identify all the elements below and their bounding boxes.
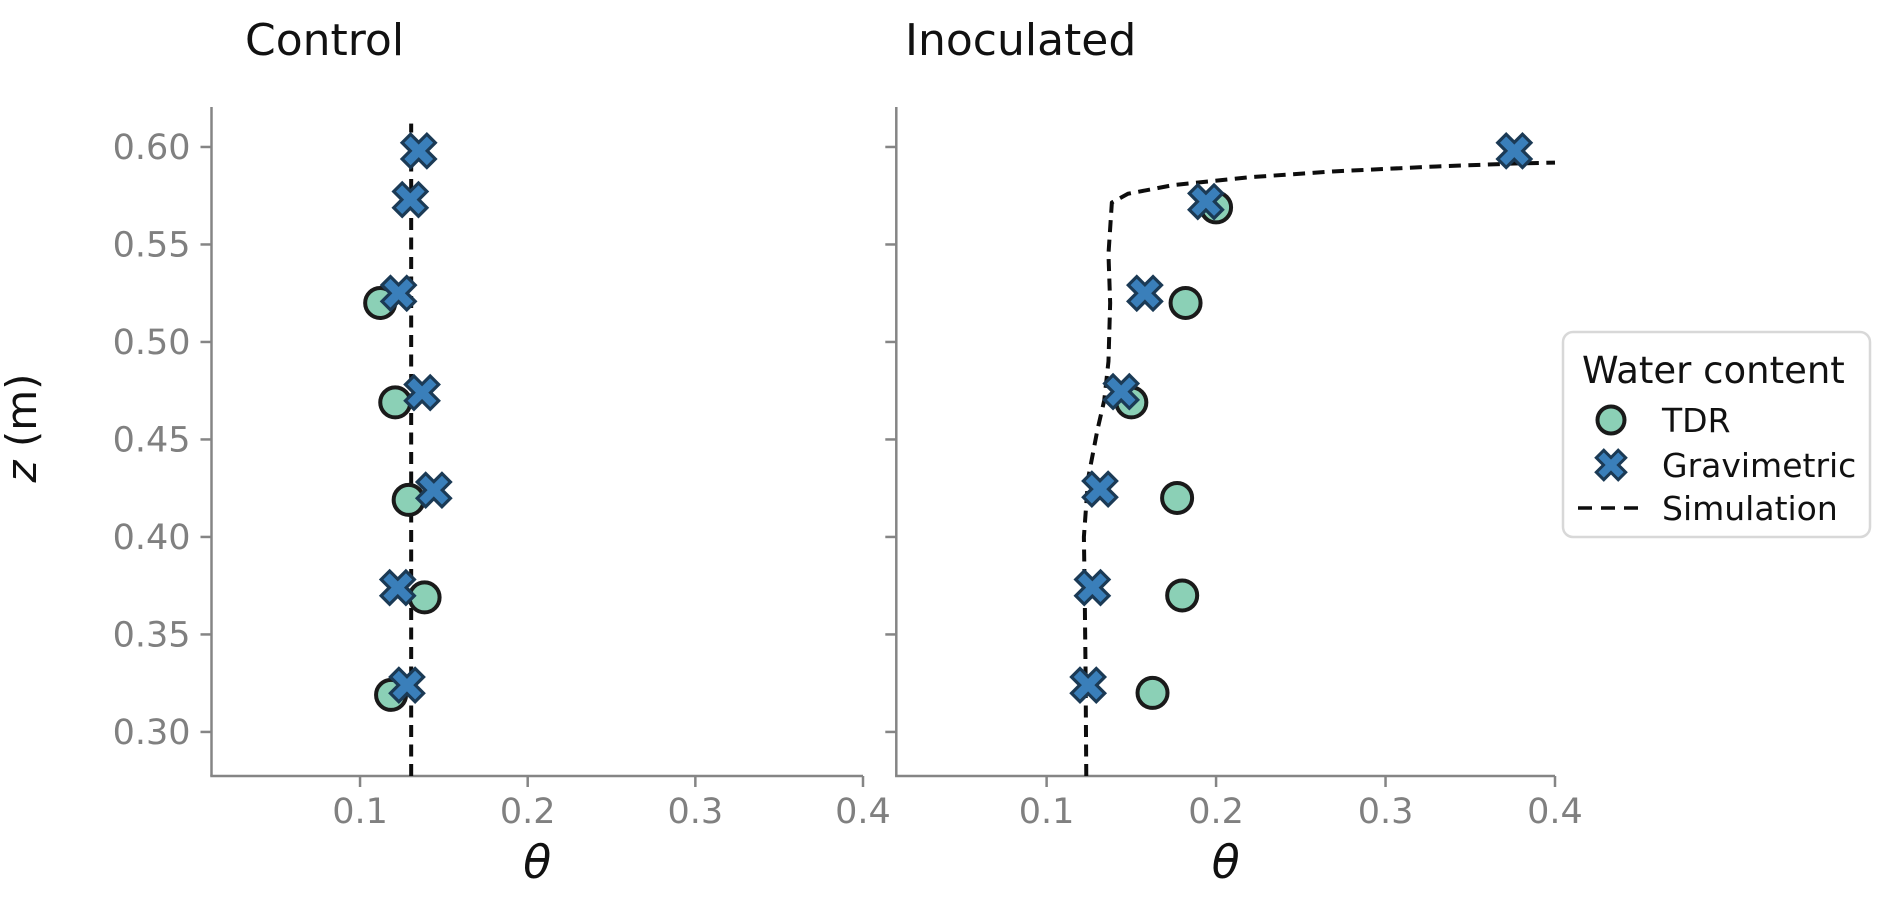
panel-control: 0.1 0.2 0.3 0.4 0.30 0.35 0.40 0.45 0.50 0.55 0.60… xyxy=(113,15,891,889)
legend-box xyxy=(1561,330,1872,539)
y-tick-label: 0.50 xyxy=(113,323,191,363)
gravimetric-marker xyxy=(1081,470,1119,509)
x-axis-label-theta: θ xyxy=(1212,835,1240,889)
tdr-marker xyxy=(1135,675,1170,710)
gravimetric-marker xyxy=(1102,372,1141,411)
y-axis-label-z: z (m) xyxy=(0,373,46,483)
gravimetric-marker xyxy=(1495,131,1534,170)
gravimetric-marker xyxy=(388,666,426,705)
legend-item-label: Gravimetric xyxy=(1662,446,1856,485)
gravimetric-x-icon xyxy=(1594,448,1628,482)
gravimetric-marker xyxy=(1187,182,1225,221)
legend-item-gravimetric: Gravimetric xyxy=(1594,446,1856,485)
tdr-marker xyxy=(1168,285,1203,320)
legend-item-label: Simulation xyxy=(1662,489,1838,528)
legend-title: Water content xyxy=(1582,349,1845,392)
gravimetric-marker xyxy=(399,131,438,170)
simulation-line xyxy=(1081,160,1556,777)
x-tick-label: 0.2 xyxy=(1188,792,1244,832)
y-tick-label: 0.60 xyxy=(113,128,191,168)
tdr-marker xyxy=(1165,578,1200,613)
legend-item-tdr: TDR xyxy=(1595,401,1731,440)
gravimetric-marker xyxy=(391,180,430,219)
gravimetric-marker xyxy=(379,274,418,313)
gravimetric-marker xyxy=(1069,666,1108,705)
legend-item-label: TDR xyxy=(1661,401,1731,440)
x-tick-label: 0.3 xyxy=(1358,792,1414,832)
tdr-circle-icon xyxy=(1595,404,1627,436)
gravimetric-marker xyxy=(1073,568,1112,607)
panel-title: Inoculated xyxy=(905,15,1136,66)
gravimetric-marker xyxy=(378,568,417,607)
tdr-marker xyxy=(1160,480,1195,515)
y-tick-label: 0.45 xyxy=(113,421,191,461)
x-axis-label-theta: θ xyxy=(523,835,551,889)
legend: Water content TDR Gravimetric Simulation xyxy=(1561,330,1872,539)
y-tick-label: 0.55 xyxy=(113,226,191,266)
x-tick-label: 0.3 xyxy=(668,792,724,832)
legend-item-simulation: Simulation xyxy=(1578,489,1838,528)
panel-inoculated: 0.1 0.2 0.3 0.4 Inoculated θ xyxy=(885,15,1583,889)
x-tick-label: 0.4 xyxy=(835,792,891,832)
x-tick-label: 0.1 xyxy=(332,792,388,832)
gravimetric-marker xyxy=(414,471,453,510)
gravimetric-marker xyxy=(403,373,441,412)
panel-title: Control xyxy=(245,15,404,66)
y-tick-label: 0.30 xyxy=(113,713,191,753)
y-tick-label: 0.35 xyxy=(113,616,191,656)
x-tick-label: 0.4 xyxy=(1527,792,1583,832)
x-tick-label: 0.1 xyxy=(1019,792,1075,832)
y-tick-label: 0.40 xyxy=(113,518,191,558)
x-tick-label: 0.2 xyxy=(500,792,556,832)
gravimetric-marker xyxy=(1126,274,1164,313)
